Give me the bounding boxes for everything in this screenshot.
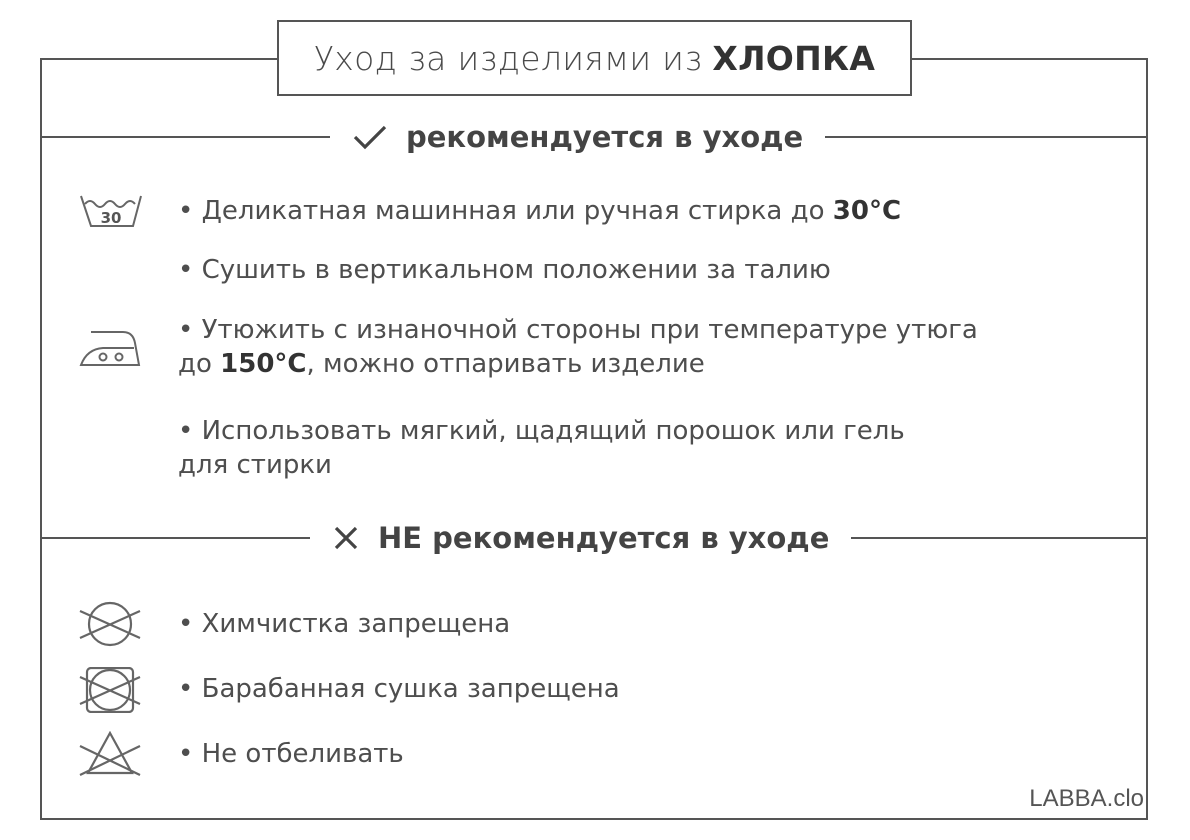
list-item: • Не отбеливать: [178, 739, 404, 769]
cross-icon: [334, 526, 358, 550]
no-dry-clean-icon: [79, 601, 141, 647]
not-recommended-heading-text: НЕ рекомендуется в уходе: [378, 521, 830, 555]
recommended-heading-text: рекомендуется в уходе: [406, 120, 804, 154]
iron-icon: [79, 329, 141, 367]
wash-30-icon: 30: [79, 194, 143, 228]
brand-label: LABBA.clo: [1029, 785, 1144, 812]
list-item: • Барабанная сушка запрещена: [178, 674, 620, 704]
list-item: • Сушить в вертикальном положении за тал…: [178, 255, 831, 285]
recommended-heading: рекомендуется в уходе: [330, 115, 826, 159]
svg-text:30: 30: [101, 209, 122, 227]
list-item: • Использовать мягкий, щадящий порошок и…: [178, 416, 905, 480]
list-item: • Химчистка запрещена: [178, 609, 511, 639]
page-title: Уход за изделиями из ХЛОПКА: [277, 20, 912, 96]
list-item: • Деликатная машинная или ручная стирка …: [178, 196, 902, 226]
list-item: • Утюжить с изнаночной стороны при темпе…: [178, 315, 978, 379]
title-material: ХЛОПКА: [712, 38, 876, 78]
check-icon: [353, 125, 387, 150]
no-bleach-icon: [79, 731, 141, 777]
title-text: Уход за изделиями из: [313, 38, 703, 78]
not-recommended-heading: НЕ рекомендуется в уходе: [310, 516, 852, 560]
no-tumble-dry-icon: [79, 667, 141, 713]
